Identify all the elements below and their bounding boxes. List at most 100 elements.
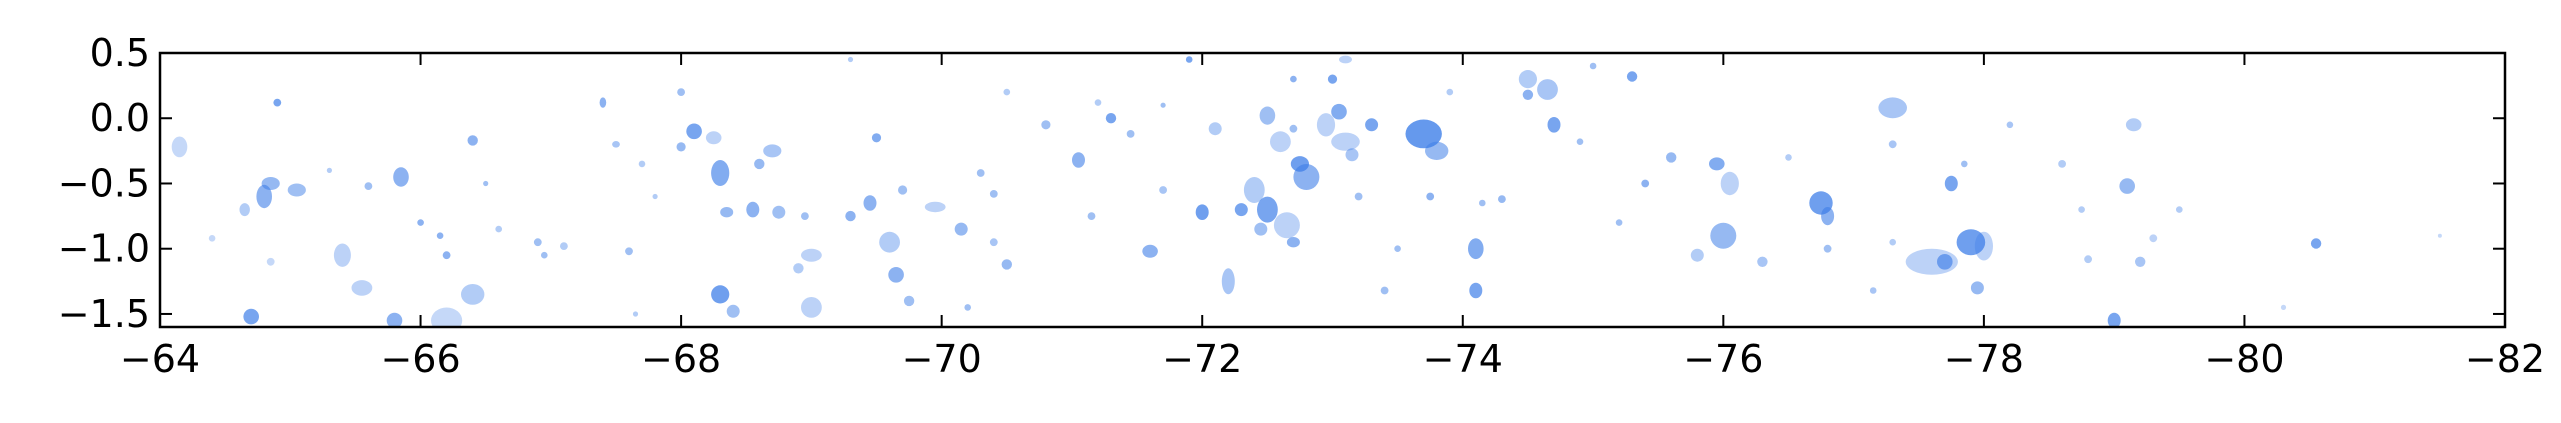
data-point [1878, 97, 1907, 119]
data-point [2176, 206, 2183, 213]
data-point [705, 131, 722, 145]
data-point [1889, 238, 1896, 246]
data-point [903, 295, 915, 307]
data-point [976, 169, 985, 177]
data-point [1785, 154, 1792, 161]
data-point [2006, 121, 2014, 129]
data-point [436, 232, 444, 239]
data-point [793, 263, 804, 274]
data-point [1273, 212, 1300, 239]
data-point [256, 184, 273, 209]
data-point [989, 238, 998, 247]
data-point [351, 280, 373, 296]
data-point [1690, 248, 1704, 262]
data-point [652, 193, 658, 200]
data-point [1821, 207, 1835, 226]
data-point [1498, 195, 1506, 204]
data-point [1970, 281, 1984, 295]
data-point [1234, 203, 1248, 217]
data-point [1468, 238, 1484, 260]
data-point [2280, 304, 2287, 310]
data-point [261, 177, 280, 190]
data-point [879, 231, 900, 253]
x-tick-label: −82 [2465, 337, 2545, 381]
x-tick-label: −74 [1423, 337, 1503, 381]
data-point [2119, 178, 2135, 194]
data-point [1869, 287, 1877, 294]
data-point [1522, 89, 1534, 101]
data-point [2437, 233, 2442, 238]
x-axis: −64 −66 −68 −70 −72 −74 −76 −78 −80 −82 [120, 53, 2545, 381]
data-point [1331, 132, 1360, 151]
data-point [266, 257, 275, 266]
data-point [847, 56, 854, 63]
data-point [1394, 245, 1401, 252]
data-point [2149, 234, 2158, 243]
data-point [287, 183, 306, 197]
data-point [711, 285, 730, 304]
data-point [726, 304, 740, 318]
data-point [431, 307, 463, 327]
data-point [1259, 106, 1276, 125]
data-point [1254, 222, 1268, 236]
data-point [1589, 62, 1597, 70]
data-point [1380, 286, 1389, 295]
data-point [1243, 177, 1265, 203]
data-point [1626, 71, 1638, 82]
x-tick-label: −72 [1162, 337, 1242, 381]
data-point [208, 235, 216, 242]
data-point [1327, 74, 1338, 84]
y-tick-label: −1.0 [58, 227, 150, 271]
data-point [1479, 199, 1486, 207]
data-point [326, 167, 332, 173]
data-point [1365, 118, 1379, 132]
data-point [417, 219, 424, 226]
data-point [845, 210, 856, 222]
data-point [686, 123, 702, 140]
data-point [1293, 164, 1320, 190]
data-marks [171, 55, 2442, 327]
data-point [801, 212, 809, 221]
y-tick-label: −0.5 [58, 161, 150, 205]
data-point [612, 141, 620, 148]
data-point [746, 201, 760, 218]
data-point [1286, 237, 1300, 248]
data-point [1425, 141, 1449, 160]
data-point [2107, 312, 2121, 327]
data-point [772, 205, 786, 219]
data-point [2058, 160, 2067, 168]
data-point [2310, 238, 2322, 249]
data-point [483, 180, 489, 187]
data-point [1257, 196, 1278, 223]
data-point [801, 248, 822, 262]
x-tick-label: −70 [902, 337, 982, 381]
data-point [1888, 140, 1897, 149]
x-tick-label: −68 [641, 337, 721, 381]
y-tick-label: 0.5 [90, 31, 150, 75]
y-axis: 0.5 0.0 −0.5 −1.0 −1.5 [58, 31, 2505, 336]
data-point [632, 311, 639, 317]
x-tick-label: −64 [120, 337, 200, 381]
data-point [1208, 122, 1222, 136]
data-point [720, 207, 734, 218]
data-point [467, 135, 478, 146]
x-tick-label: −66 [380, 337, 460, 381]
data-point [1087, 212, 1096, 221]
data-point [386, 312, 403, 327]
y-tick-label: 0.0 [90, 96, 150, 140]
data-point [1270, 131, 1291, 153]
data-point [924, 201, 946, 213]
data-point [638, 160, 646, 168]
data-point [801, 297, 822, 318]
data-point [1185, 56, 1193, 63]
data-point [1105, 113, 1117, 124]
data-point [964, 304, 971, 311]
data-point [1641, 179, 1650, 188]
data-point [676, 142, 686, 152]
data-point [541, 251, 548, 259]
data-point [1354, 192, 1363, 201]
data-point [273, 98, 282, 107]
data-point [495, 225, 503, 233]
x-tick-label: −80 [2204, 337, 2284, 381]
